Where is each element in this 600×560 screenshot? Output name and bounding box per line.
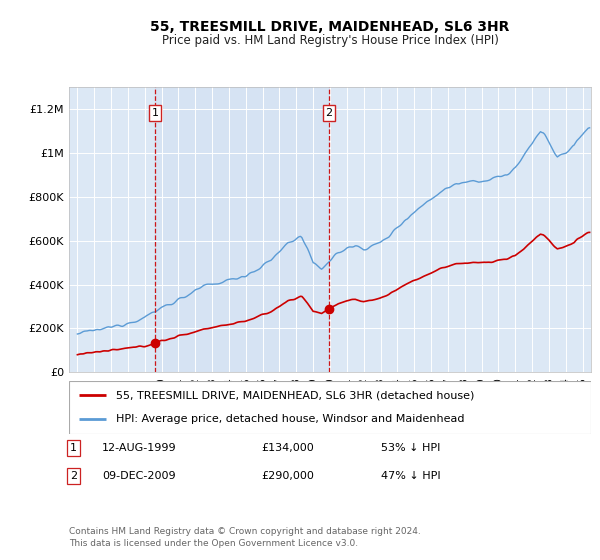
- Text: 12-AUG-1999: 12-AUG-1999: [102, 443, 176, 453]
- Text: Contains HM Land Registry data © Crown copyright and database right 2024.
This d: Contains HM Land Registry data © Crown c…: [69, 527, 421, 548]
- Bar: [155, 87, 329, 372]
- Text: Price paid vs. HM Land Registry's House Price Index (HPI): Price paid vs. HM Land Registry's House …: [161, 34, 499, 46]
- Text: £134,000: £134,000: [261, 443, 314, 453]
- Text: 55, TREESMILL DRIVE, MAIDENHEAD, SL6 3HR (detached house): 55, TREESMILL DRIVE, MAIDENHEAD, SL6 3HR…: [116, 390, 475, 400]
- Text: 1: 1: [70, 443, 77, 453]
- Text: 53% ↓ HPI: 53% ↓ HPI: [381, 443, 440, 453]
- Text: £290,000: £290,000: [261, 471, 314, 481]
- Text: 1: 1: [152, 108, 159, 118]
- Text: 2: 2: [325, 108, 332, 118]
- Text: 2: 2: [70, 471, 77, 481]
- Text: 55, TREESMILL DRIVE, MAIDENHEAD, SL6 3HR: 55, TREESMILL DRIVE, MAIDENHEAD, SL6 3HR: [151, 20, 509, 34]
- Text: 47% ↓ HPI: 47% ↓ HPI: [381, 471, 440, 481]
- Text: HPI: Average price, detached house, Windsor and Maidenhead: HPI: Average price, detached house, Wind…: [116, 414, 464, 424]
- Text: 09-DEC-2009: 09-DEC-2009: [102, 471, 176, 481]
- FancyBboxPatch shape: [69, 381, 591, 434]
